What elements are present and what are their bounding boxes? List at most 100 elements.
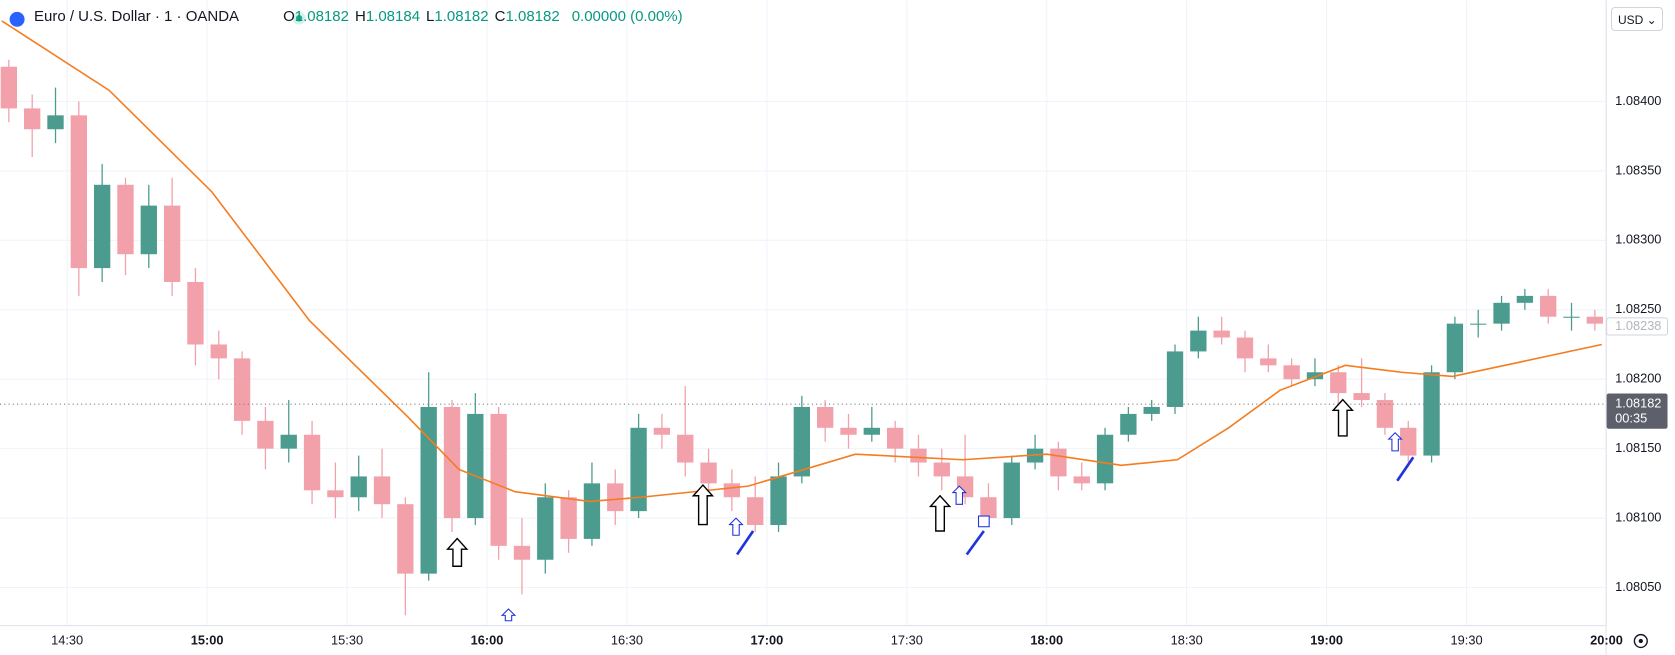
candle-body bbox=[490, 413, 507, 546]
candle-body bbox=[1400, 427, 1417, 456]
candle-body bbox=[537, 497, 554, 560]
blue-arrow bbox=[500, 608, 517, 622]
candle-body bbox=[233, 358, 251, 421]
blue-arrow bbox=[1387, 431, 1403, 452]
candle-body bbox=[1283, 365, 1300, 380]
blue-square bbox=[977, 515, 990, 528]
ohlc-label: C bbox=[494, 8, 506, 25]
ohlc-values: O1.08182 H1.08184 L1.08182 C1.08182 bbox=[283, 8, 566, 25]
candle-body bbox=[1003, 462, 1020, 519]
x-tick-label: 16:30 bbox=[611, 632, 643, 647]
y-tick-label: 1.08300 bbox=[1615, 232, 1661, 247]
candle-body bbox=[653, 427, 671, 435]
candle-body bbox=[397, 504, 414, 574]
ohlc-value: 1.08182 bbox=[294, 8, 349, 25]
x-tick-label: 18:30 bbox=[1171, 632, 1203, 647]
candle-body bbox=[373, 476, 391, 505]
marker-price-label: 1.08238 bbox=[1615, 318, 1661, 333]
candle-body bbox=[1236, 337, 1254, 359]
candle-body bbox=[280, 434, 297, 449]
ohlc-value: 1.08182 bbox=[434, 8, 489, 25]
candle-body bbox=[1190, 330, 1207, 352]
candle-body bbox=[677, 434, 694, 463]
settings-icon[interactable] bbox=[1633, 633, 1648, 649]
candle-body bbox=[1166, 351, 1184, 407]
candle-body bbox=[607, 483, 624, 512]
plot-area bbox=[0, 20, 1606, 616]
ohlc-label: O bbox=[283, 8, 295, 25]
candle-body bbox=[327, 490, 344, 498]
candle-body bbox=[140, 205, 157, 255]
change: 0.00000 (0.00%) bbox=[571, 8, 683, 25]
blue-arrow bbox=[951, 485, 967, 505]
candle-body bbox=[1563, 316, 1580, 318]
blue-arrow bbox=[728, 517, 744, 536]
candle-body bbox=[163, 205, 181, 282]
candle-body bbox=[1376, 400, 1394, 428]
ohlc-value: 1.08184 bbox=[365, 8, 421, 25]
candle-body bbox=[117, 184, 134, 255]
candle-body bbox=[770, 476, 787, 526]
black-arrow bbox=[691, 484, 715, 526]
candle-body bbox=[630, 427, 647, 512]
legend-header: Euro / U.S. Dollar · 1 · OANDA O1.08182 H… bbox=[34, 8, 683, 25]
candle-body bbox=[0, 66, 18, 109]
annotations bbox=[446, 398, 1415, 622]
y-tick-label: 1.08350 bbox=[1615, 162, 1661, 177]
candle-body bbox=[1096, 434, 1114, 484]
x-tick-label: 15:00 bbox=[191, 632, 224, 647]
candle-body bbox=[1260, 358, 1277, 366]
candle-body bbox=[1493, 302, 1510, 324]
candle-body bbox=[747, 497, 764, 526]
settings-icon-dot bbox=[1638, 638, 1643, 644]
blue-line bbox=[1396, 456, 1415, 482]
currency: USD bbox=[1618, 13, 1644, 27]
ohlc-label: L bbox=[426, 8, 435, 25]
candle-body bbox=[863, 427, 880, 435]
candle-body bbox=[24, 108, 41, 130]
x-tick-label: 19:30 bbox=[1451, 632, 1483, 647]
marker-price-box bbox=[1606, 317, 1669, 336]
last-price-label: 1.08182 bbox=[1615, 396, 1661, 411]
symbol-title: Euro / U.S. Dollar · 1 · OANDA bbox=[34, 8, 240, 25]
moving-average bbox=[1, 20, 1602, 503]
candle-body bbox=[467, 413, 484, 519]
candle-body bbox=[840, 427, 857, 435]
candle-body bbox=[1353, 393, 1370, 401]
candle-body bbox=[1050, 448, 1067, 477]
black-arrow bbox=[928, 494, 952, 532]
ohlc-value: 1.08182 bbox=[505, 8, 560, 25]
candle-body bbox=[700, 462, 717, 484]
candle-body bbox=[513, 545, 531, 560]
candle-body bbox=[350, 476, 367, 498]
currency-selector[interactable]: USD ⌄ bbox=[1611, 7, 1663, 31]
candle-body bbox=[210, 344, 227, 359]
candle-body bbox=[980, 497, 997, 519]
y-tick-label: 1.08400 bbox=[1615, 93, 1661, 108]
candle-body bbox=[933, 462, 950, 477]
candle-body bbox=[1073, 476, 1090, 484]
candle-body bbox=[93, 184, 111, 269]
x-tick-label: 19:00 bbox=[1310, 632, 1343, 647]
ohlc-label: H bbox=[354, 8, 366, 25]
candle-body bbox=[1213, 330, 1230, 338]
candle-body bbox=[583, 483, 601, 539]
x-tick-label: 14:30 bbox=[51, 632, 83, 647]
black-arrow bbox=[1331, 398, 1354, 437]
candle-body bbox=[1586, 316, 1603, 324]
x-tick-label: 17:30 bbox=[891, 632, 923, 647]
candle-body bbox=[1516, 295, 1534, 303]
blue-line bbox=[735, 530, 755, 556]
x-tick-label: 18:00 bbox=[1030, 632, 1063, 647]
y-tick-label: 1.08050 bbox=[1615, 579, 1661, 594]
candle-body bbox=[910, 448, 927, 463]
grid bbox=[0, 0, 1608, 626]
x-tick-label: 17:00 bbox=[750, 632, 783, 647]
candle-body bbox=[886, 427, 904, 449]
y-tick-label: 1.08200 bbox=[1615, 371, 1661, 386]
candle-body bbox=[420, 406, 437, 574]
candle-body bbox=[70, 115, 87, 269]
candle-body bbox=[47, 115, 64, 130]
